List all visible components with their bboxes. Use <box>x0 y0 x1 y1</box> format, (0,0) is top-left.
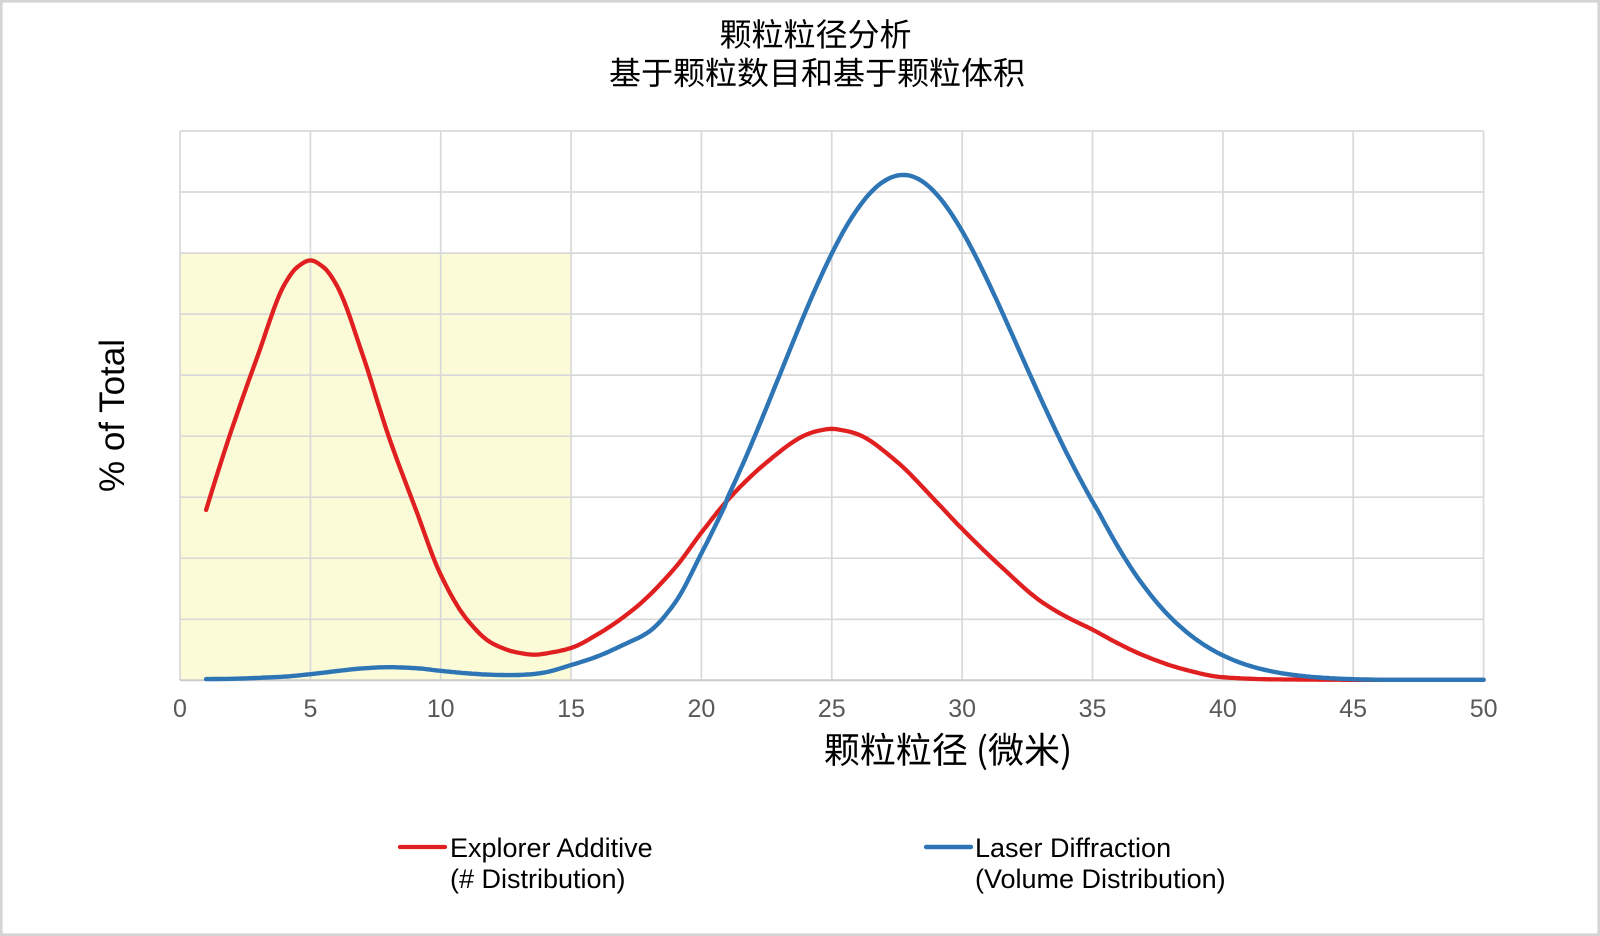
svg-text:0: 0 <box>173 695 187 723</box>
svg-text:15: 15 <box>557 695 585 723</box>
svg-text:(# Distribution): (# Distribution) <box>450 864 626 894</box>
svg-text:Explorer Additive: Explorer Additive <box>450 833 653 863</box>
svg-text:50: 50 <box>1470 695 1498 723</box>
svg-text:5: 5 <box>303 695 317 723</box>
svg-text:45: 45 <box>1339 695 1367 723</box>
svg-text:25: 25 <box>818 695 846 723</box>
svg-text:Laser Diffraction: Laser Diffraction <box>975 833 1171 863</box>
svg-text:(Volume Distribution): (Volume Distribution) <box>975 864 1226 894</box>
svg-text:% of Total: % of Total <box>93 339 132 492</box>
svg-text:35: 35 <box>1079 695 1107 723</box>
svg-text:30: 30 <box>948 695 976 723</box>
svg-text:10: 10 <box>427 695 455 723</box>
svg-text:40: 40 <box>1209 695 1237 723</box>
svg-text:20: 20 <box>687 695 715 723</box>
